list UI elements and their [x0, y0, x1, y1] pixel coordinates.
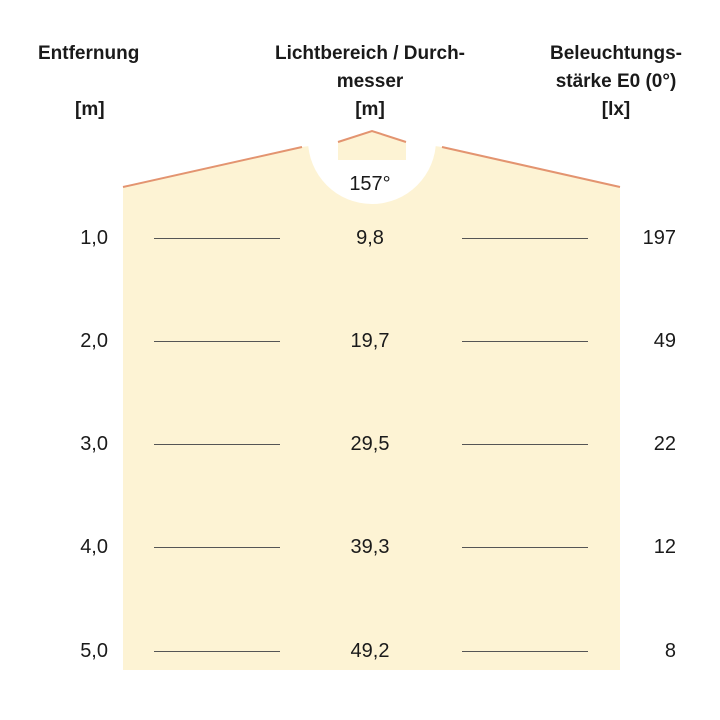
illuminance-value: 22: [653, 433, 676, 455]
illuminance-value: 8: [664, 640, 676, 662]
header-illuminance-label-2: stärke E0 (0°): [555, 71, 677, 92]
beam-edge-left: [122, 146, 303, 188]
header-diameter-label-1: Lichtbereich / Durch-: [274, 43, 466, 64]
header-illuminance-unit: [lx]: [601, 99, 631, 120]
row-separator-right: [462, 341, 588, 342]
distance-value: 1,0: [80, 227, 108, 249]
row-separator-left: [154, 444, 280, 445]
header-illuminance: Beleuchtungs- stärke E0 (0°) [lx]: [528, 40, 704, 124]
diameter-value: 49,2: [350, 640, 390, 662]
diameter-value: 39,3: [350, 536, 390, 558]
row-separator-left: [154, 651, 280, 652]
light-cone-fill: [123, 131, 620, 670]
row-separator-left: [154, 547, 280, 548]
distance-value: 3,0: [80, 433, 108, 455]
distance-value: 2,0: [80, 330, 108, 352]
diameter-value: 29,5: [350, 433, 390, 455]
header-diameter: Lichtbereich / Durch- messer [m]: [250, 40, 490, 124]
row-separator-right: [462, 444, 588, 445]
header-diameter-label-2: messer: [336, 71, 404, 92]
row-separator-right: [462, 651, 588, 652]
header-distance-unit: [m]: [75, 99, 105, 120]
beam-edge-right: [441, 146, 621, 188]
beam-angle-label: 157°: [349, 173, 391, 195]
row-separator-right: [462, 238, 588, 239]
distance-value: 4,0: [80, 536, 108, 558]
header-distance-label: Entfernung: [38, 43, 140, 64]
diameter-value: 19,7: [350, 330, 390, 352]
illuminance-value: 197: [642, 227, 676, 249]
illuminance-value: 12: [653, 536, 676, 558]
header-illuminance-label-1: Beleuchtungs-: [550, 43, 682, 64]
diameter-value: 9,8: [356, 227, 384, 249]
row-separator-right: [462, 547, 588, 548]
distance-value: 5,0: [80, 640, 108, 662]
header-diameter-unit: [m]: [355, 99, 385, 120]
beam-apex-edge: [337, 129, 407, 143]
light-cone-top-fill: [338, 131, 406, 160]
illuminance-value: 49: [653, 330, 676, 352]
row-separator-left: [154, 238, 280, 239]
header-distance: Entfernung [m]: [38, 40, 139, 124]
row-separator-left: [154, 341, 280, 342]
